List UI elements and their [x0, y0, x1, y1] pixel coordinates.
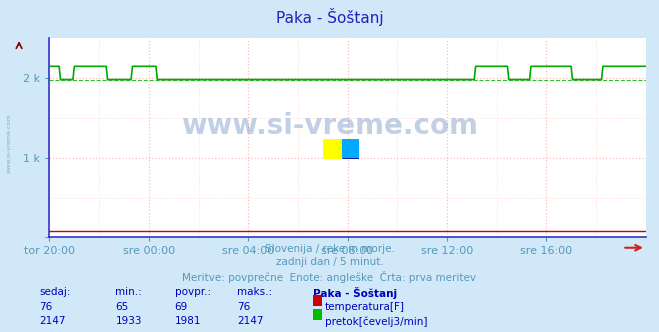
Text: min.:: min.:	[115, 287, 142, 297]
Text: 2147: 2147	[40, 316, 66, 326]
Text: 76: 76	[40, 302, 53, 312]
Text: 76: 76	[237, 302, 250, 312]
Text: 1981: 1981	[175, 316, 201, 326]
Text: Slovenija / reke in morje.: Slovenija / reke in morje.	[264, 244, 395, 254]
Text: Paka - Šoštanj: Paka - Šoštanj	[275, 8, 384, 26]
Text: temperatura[F]: temperatura[F]	[325, 302, 405, 312]
Text: pretok[čevelj3/min]: pretok[čevelj3/min]	[325, 316, 428, 327]
Text: Paka - Šoštanj: Paka - Šoštanj	[313, 287, 397, 299]
Text: 65: 65	[115, 302, 129, 312]
Text: 69: 69	[175, 302, 188, 312]
Text: Meritve: povprečne  Enote: angleške  Črta: prva meritev: Meritve: povprečne Enote: angleške Črta:…	[183, 271, 476, 283]
Text: www.si-vreme.com: www.si-vreme.com	[7, 113, 12, 173]
Text: povpr.:: povpr.:	[175, 287, 211, 297]
Text: zadnji dan / 5 minut.: zadnji dan / 5 minut.	[275, 257, 384, 267]
Text: 1933: 1933	[115, 316, 142, 326]
Text: maks.:: maks.:	[237, 287, 272, 297]
Text: 2147: 2147	[237, 316, 264, 326]
Text: sedaj:: sedaj:	[40, 287, 71, 297]
Text: www.si-vreme.com: www.si-vreme.com	[181, 112, 478, 140]
